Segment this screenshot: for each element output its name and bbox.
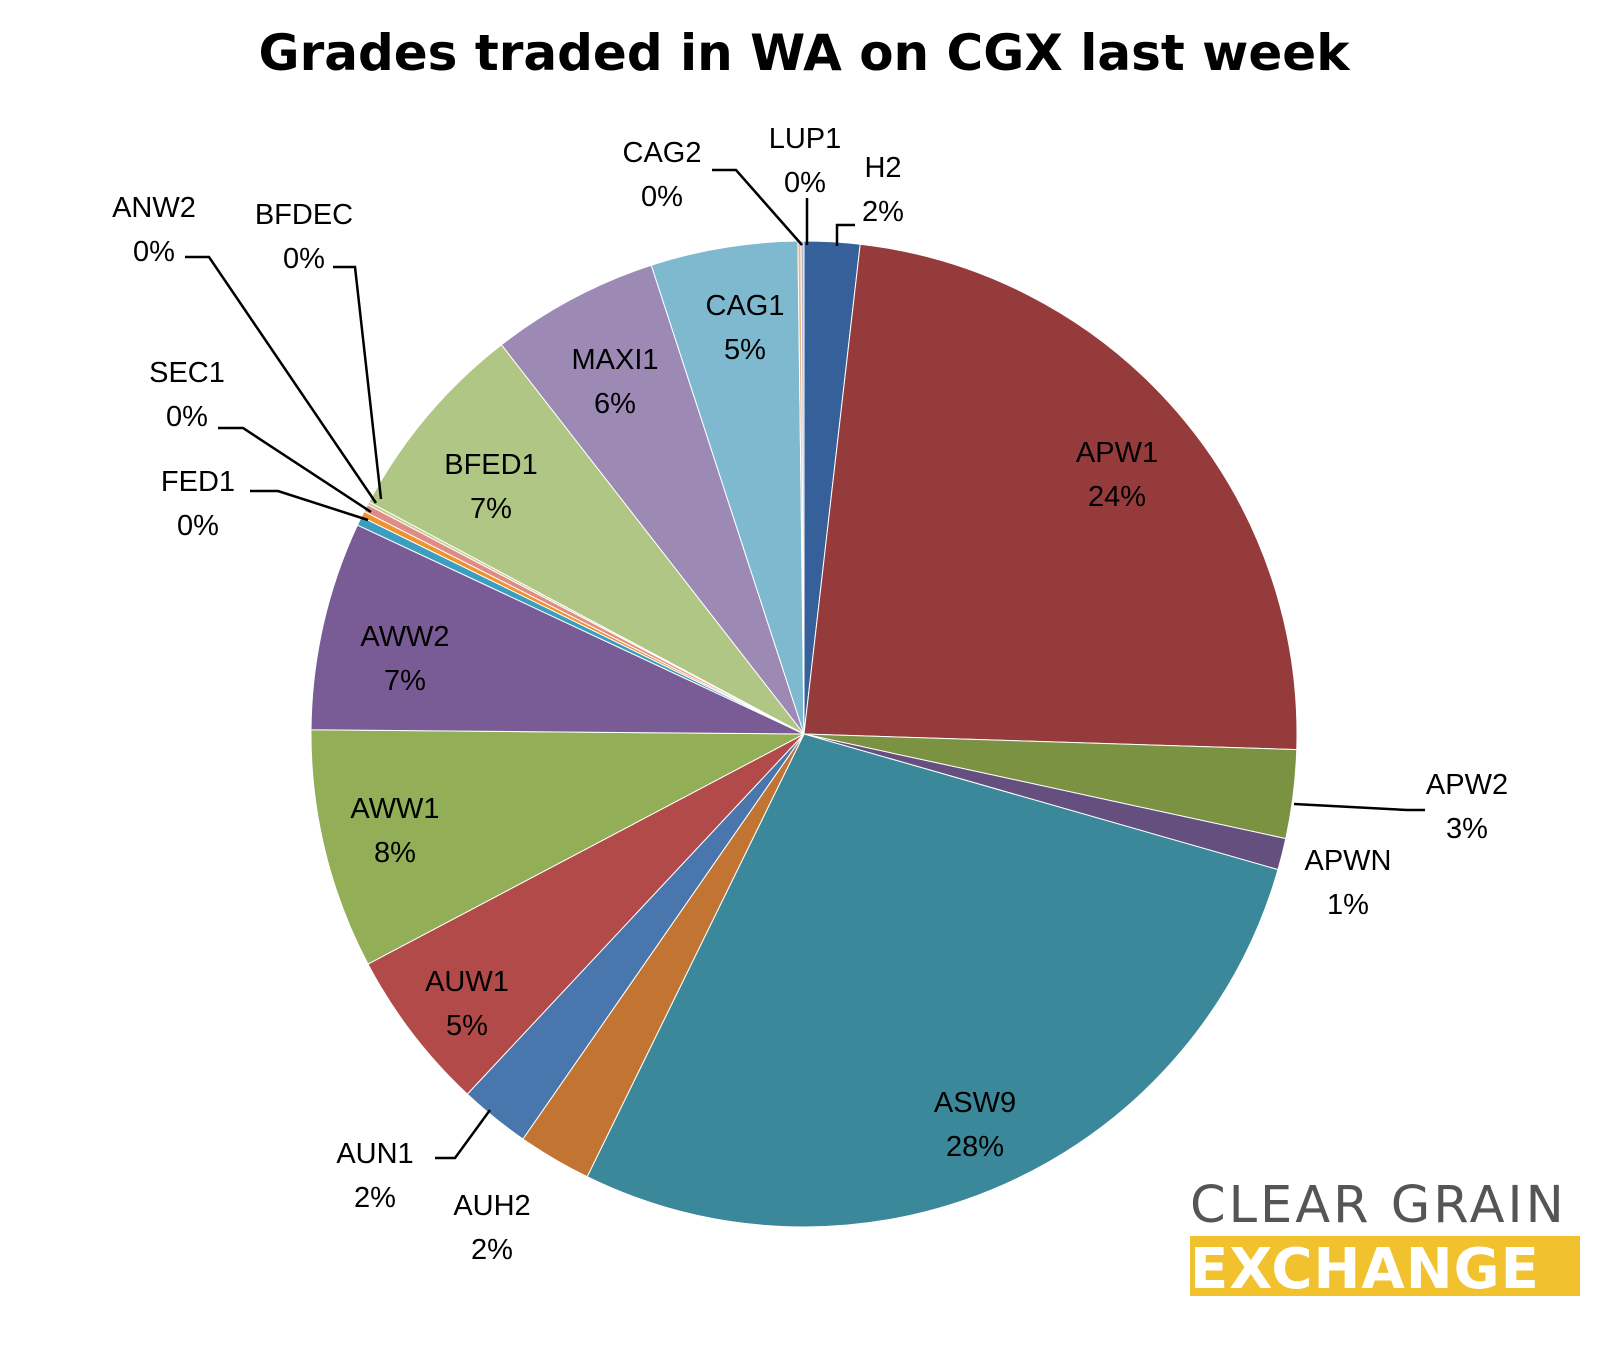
pie-slice-bfed1 bbox=[368, 344, 805, 735]
slice-label-bfdec: BFDEC bbox=[255, 199, 353, 231]
slice-label-aww1: AWW1 bbox=[350, 793, 439, 825]
logo-band bbox=[1190, 1236, 1580, 1296]
pie-slice-asw9 bbox=[586, 733, 1279, 1228]
slice-percent-bfdec: 0% bbox=[283, 243, 325, 275]
leader-line-fed1 bbox=[250, 489, 369, 522]
logo-line2: EXCHANGE bbox=[1190, 1237, 1540, 1302]
pie-slice-maxi1 bbox=[500, 264, 805, 735]
slice-percent-bfed1: 7% bbox=[470, 493, 512, 525]
slice-percent-apw1: 24% bbox=[1088, 481, 1146, 513]
slice-label-cag2: CAG2 bbox=[623, 137, 702, 169]
slice-percent-aww1: 8% bbox=[374, 837, 416, 869]
slice-label-fed1: FED1 bbox=[161, 466, 235, 498]
slice-label-anw2: ANW2 bbox=[112, 192, 196, 224]
leader-line-h2 bbox=[835, 223, 855, 246]
pie-slice-lup1 bbox=[800, 240, 805, 735]
slice-percent-auw1: 5% bbox=[446, 1010, 488, 1042]
slice-label-sec1: SEC1 bbox=[149, 357, 225, 389]
slice-percent-aww2: 7% bbox=[384, 665, 426, 697]
pie-slice-auw1 bbox=[367, 733, 805, 1095]
slice-percent-apw2: 3% bbox=[1446, 813, 1488, 845]
slice-label-apw2: APW2 bbox=[1426, 769, 1508, 801]
chart-title: Grades traded in WA on CGX last week bbox=[259, 24, 1352, 82]
leader-line-anw2 bbox=[185, 255, 378, 504]
pie-slice-aww2 bbox=[310, 524, 805, 735]
leader-line-cag2 bbox=[712, 168, 803, 246]
slice-percent-asw9: 28% bbox=[946, 1131, 1004, 1163]
slice-label-auw1: AUW1 bbox=[425, 966, 509, 998]
slice-percent-lup1: 0% bbox=[784, 167, 826, 199]
slice-label-lup1: LUP1 bbox=[769, 123, 842, 155]
slice-percent-apwn: 1% bbox=[1327, 889, 1369, 921]
clear-grain-exchange-logo: CLEAR GRAIN EXCHANGE bbox=[1190, 1176, 1580, 1302]
slice-labels: H2 2% APW1 24% APW2 3% APWN 1% ASW9 28% AUH2 2% AUN1… bbox=[112, 123, 1508, 1266]
slice-percent-maxi1: 6% bbox=[594, 388, 636, 420]
slice-percent-fed1: 0% bbox=[177, 510, 219, 542]
pie-slices bbox=[310, 240, 1298, 1228]
slice-percent-anw2: 0% bbox=[133, 236, 175, 268]
leader-lines bbox=[185, 168, 1425, 1160]
slice-label-auh2: AUH2 bbox=[453, 1190, 530, 1222]
leader-line-bfdec bbox=[333, 265, 383, 500]
pie-slice-aww1 bbox=[310, 729, 805, 965]
pie-slice-cag1 bbox=[650, 240, 805, 735]
slice-label-apwn: APWN bbox=[1305, 845, 1392, 877]
slice-label-asw9: ASW9 bbox=[934, 1087, 1016, 1119]
logo-line1: CLEAR GRAIN bbox=[1190, 1176, 1567, 1235]
pie-slice-apw1 bbox=[803, 243, 1298, 751]
slice-percent-aun1: 2% bbox=[354, 1182, 396, 1214]
slice-label-bfed1: BFED1 bbox=[444, 449, 537, 481]
leader-line-apw2 bbox=[1293, 802, 1425, 812]
slice-label-apw1: APW1 bbox=[1076, 437, 1158, 469]
leader-line-sec1 bbox=[218, 426, 372, 514]
slice-percent-auh2: 2% bbox=[471, 1234, 513, 1266]
slice-percent-cag2: 0% bbox=[641, 181, 683, 213]
slice-label-cag1: CAG1 bbox=[706, 290, 785, 322]
leader-line-aun1 bbox=[435, 1109, 492, 1160]
slice-label-aww2: AWW2 bbox=[360, 621, 449, 653]
slice-label-maxi1: MAXI1 bbox=[571, 344, 658, 376]
slice-percent-cag1: 5% bbox=[724, 334, 766, 366]
slice-label-h2: H2 bbox=[864, 152, 901, 184]
slice-percent-sec1: 0% bbox=[166, 401, 208, 433]
slice-percent-h2: 2% bbox=[862, 196, 904, 228]
slice-label-aun1: AUN1 bbox=[336, 1138, 413, 1170]
